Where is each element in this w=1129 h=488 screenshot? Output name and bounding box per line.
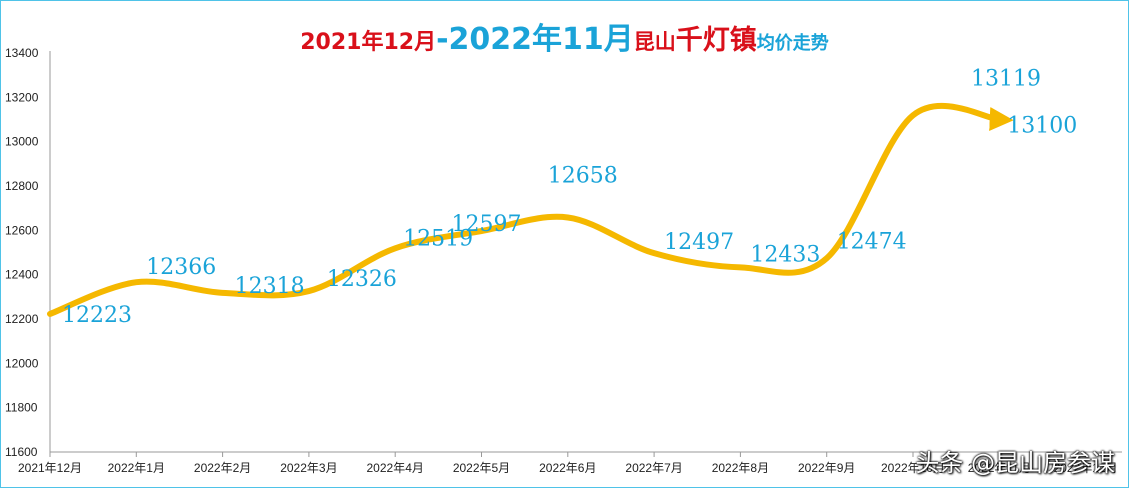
x-tick-label: 2022年4月	[367, 461, 424, 475]
chart-title: 2021年12月-2022年11月昆山千灯镇均价走势	[0, 14, 1129, 58]
x-tick-label: 2022年7月	[625, 461, 682, 475]
y-tick-label: 12400	[5, 268, 39, 282]
y-tick-label: 12600	[5, 223, 39, 237]
data-label: 12318	[235, 274, 305, 299]
title-end-date: -2022年11月	[436, 22, 634, 57]
data-label: 12366	[146, 255, 216, 280]
data-label: 12497	[664, 230, 734, 255]
x-tick-label: 2022年3月	[280, 461, 337, 475]
x-tick-label: 2022年10月	[881, 461, 945, 475]
y-tick-label: 12000	[5, 356, 39, 370]
series-path	[47, 102, 1014, 317]
watermark: 头条 @昆山房参谋	[915, 449, 1115, 477]
x-tick-label: 2022年9月	[798, 461, 855, 475]
title-city: 昆山	[633, 30, 676, 54]
axes	[49, 51, 1122, 453]
x-tick-label: 2022年2月	[194, 461, 251, 475]
data-label: 12433	[750, 242, 820, 267]
x-tick-label: 2022年11月	[968, 461, 1031, 475]
data-label: 12597	[452, 212, 522, 237]
y-tick-label: 13400	[5, 46, 39, 60]
x-tick-label: 2022年8月	[712, 461, 769, 475]
y-tick-label: 12800	[5, 179, 39, 193]
y-tick-label: 11800	[5, 401, 38, 415]
y-tick-label: 13200	[5, 90, 39, 104]
y-axis-ticks: 11600 11800 12000 12200 12400 12600 12800 13000…	[5, 46, 39, 459]
x-axis-ticks: 2021年12月 2022年1月 2022年2月 2022年3月 2022年4月 2022…	[18, 452, 1118, 475]
x-tick-label: 2022年12月	[1054, 461, 1118, 475]
y-tick-label: 13000	[5, 135, 39, 149]
data-label: 13100	[1007, 114, 1077, 139]
y-tick-label: 12200	[5, 312, 39, 326]
data-label: 13119	[971, 66, 1041, 91]
x-tick-label: 2021年12月	[18, 461, 82, 475]
series-line	[47, 102, 1014, 317]
data-label: 12223	[62, 303, 132, 328]
x-tick-label: 2022年6月	[539, 461, 596, 475]
y-tick-label: 11600	[5, 445, 38, 459]
data-label: 12658	[548, 163, 618, 188]
x-tick-label: 2022年5月	[453, 461, 510, 475]
data-label: 12519	[403, 226, 473, 251]
data-label: 12474	[837, 229, 907, 254]
data-label: 12326	[327, 267, 397, 292]
title-start-date: 2021年12月	[300, 30, 437, 55]
title-suffix: 均价走势	[756, 33, 829, 54]
title-town: 千灯镇	[675, 25, 757, 56]
x-tick-label: 2022年1月	[108, 461, 165, 475]
